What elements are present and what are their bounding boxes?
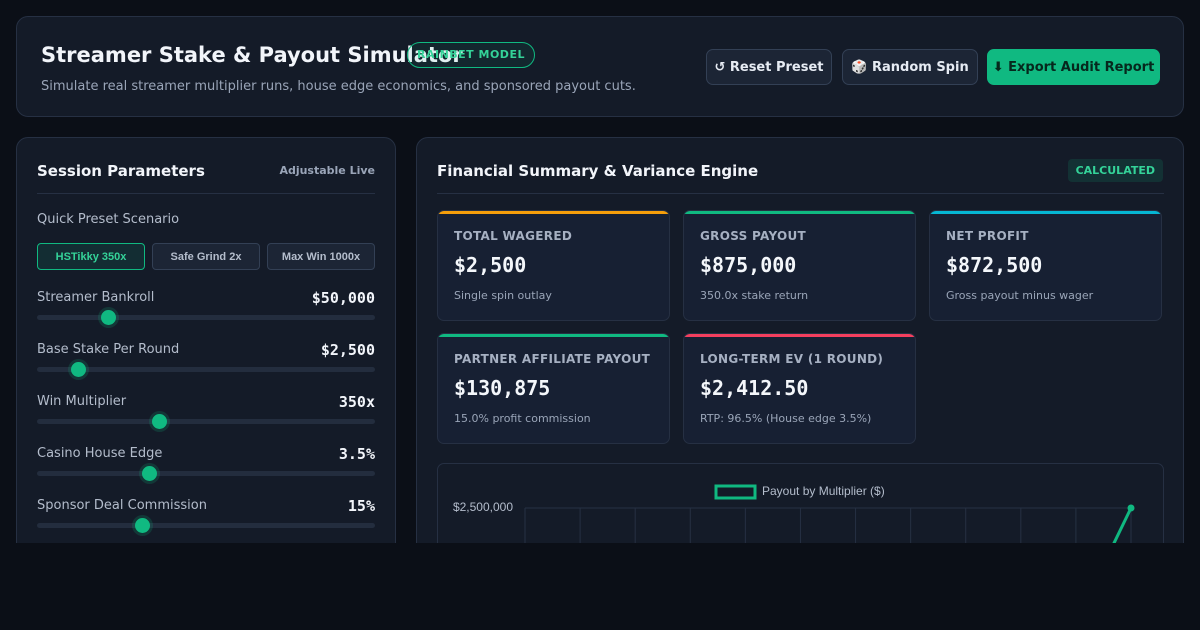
card-label: TOTAL WAGERED bbox=[454, 229, 573, 243]
card-subtext: Single spin outlay bbox=[454, 289, 552, 302]
header-panel: Streamer Stake & Payout Simulator RAINBE… bbox=[16, 16, 1184, 117]
calculated-tag: CALCULATED bbox=[1067, 159, 1163, 182]
preset-label-hstikky: HSTikky 350x bbox=[55, 250, 127, 263]
reset-preset-label: ↺ Reset Preset bbox=[714, 59, 824, 75]
legend-label: Payout by Multiplier ($) bbox=[762, 484, 885, 498]
reset-preset-button[interactable]: ↺ Reset Preset bbox=[706, 49, 832, 85]
export-audit-report-label: ⬇ Export Audit Report bbox=[992, 59, 1155, 75]
card-accent-stripe bbox=[684, 334, 915, 337]
card-value: $875,000 bbox=[700, 253, 797, 277]
card-value: $130,875 bbox=[454, 376, 551, 400]
param-label: Streamer Bankroll bbox=[37, 290, 155, 305]
slider-track[interactable] bbox=[37, 471, 375, 476]
param-label: Sponsor Deal Commission bbox=[37, 498, 207, 513]
param-label: Win Multiplier bbox=[37, 394, 127, 409]
card-total-wagered: TOTAL WAGERED $2,500 Single spin outlay bbox=[437, 210, 670, 321]
card-subtext: 350.0x stake return bbox=[700, 289, 809, 302]
legend-swatch bbox=[714, 484, 757, 500]
param-value: $50,000 bbox=[311, 289, 375, 307]
param-win-multiplier: Win Multiplier 350x bbox=[37, 393, 375, 434]
param-streamer-bankroll: Streamer Bankroll $50,000 bbox=[37, 289, 375, 330]
card-partner-affiliate-payout: PARTNER AFFILIATE PAYOUT $130,875 15.0% … bbox=[437, 333, 670, 444]
card-net-profit: NET PROFIT $872,500 Gross payout minus w… bbox=[929, 210, 1162, 321]
param-value: $2,500 bbox=[320, 341, 375, 359]
param-value: 3.5% bbox=[338, 445, 375, 463]
card-label: GROSS PAYOUT bbox=[700, 229, 807, 243]
slider-thumb[interactable] bbox=[100, 310, 116, 325]
preset-label-safe-grind: Safe Grind 2x bbox=[170, 250, 242, 263]
param-label: Base Stake Per Round bbox=[37, 342, 180, 357]
series-line bbox=[1111, 507, 1133, 546]
adjustable-live-tag: Adjustable Live bbox=[279, 164, 375, 177]
card-subtext: RTP: 96.5% (House edge 3.5%) bbox=[700, 412, 872, 425]
card-subtext: Gross payout minus wager bbox=[946, 289, 1094, 302]
slider-track[interactable] bbox=[37, 315, 375, 320]
slider-thumb[interactable] bbox=[141, 466, 157, 481]
card-accent-stripe bbox=[438, 211, 669, 214]
page-title: Streamer Stake & Payout Simulator bbox=[41, 43, 463, 67]
card-accent-stripe bbox=[930, 211, 1161, 214]
model-badge: RAINBET MODEL bbox=[407, 42, 535, 68]
page-bottom-background bbox=[0, 543, 1200, 630]
slider-thumb[interactable] bbox=[151, 414, 167, 429]
financial-summary-panel: Financial Summary & Variance Engine CALC… bbox=[416, 137, 1184, 573]
card-accent-stripe bbox=[438, 334, 669, 337]
random-spin-label: 🎲 Random Spin bbox=[851, 59, 969, 75]
preset-button-hstikky[interactable]: HSTikky 350x bbox=[37, 243, 145, 270]
data-point bbox=[1127, 504, 1135, 512]
param-sponsor-commission: Sponsor Deal Commission 15% bbox=[37, 497, 375, 538]
preset-button-safe-grind[interactable]: Safe Grind 2x bbox=[152, 243, 260, 270]
card-subtext: 15.0% profit commission bbox=[454, 412, 591, 425]
param-value: 15% bbox=[347, 497, 375, 515]
card-label: PARTNER AFFILIATE PAYOUT bbox=[454, 352, 651, 366]
export-audit-report-button[interactable]: ⬇ Export Audit Report bbox=[987, 49, 1160, 85]
financial-summary-title: Financial Summary & Variance Engine bbox=[437, 162, 759, 180]
y-tick-label: $2,500,000 bbox=[453, 500, 513, 514]
card-label: NET PROFIT bbox=[946, 229, 1029, 243]
session-parameters-title: Session Parameters bbox=[37, 162, 205, 180]
slider-thumb[interactable] bbox=[70, 362, 86, 377]
card-value: $872,500 bbox=[946, 253, 1043, 277]
slider-track[interactable] bbox=[37, 419, 375, 424]
preset-button-max-win[interactable]: Max Win 1000x bbox=[267, 243, 375, 270]
panel-divider bbox=[437, 193, 1164, 194]
panel-divider bbox=[37, 193, 375, 194]
slider-track[interactable] bbox=[37, 523, 375, 528]
slider-thumb[interactable] bbox=[134, 518, 150, 533]
param-house-edge: Casino House Edge 3.5% bbox=[37, 445, 375, 486]
card-value: $2,500 bbox=[454, 253, 527, 277]
card-long-term-ev: LONG-TERM EV (1 ROUND) $2,412.50 RTP: 96… bbox=[683, 333, 916, 444]
card-accent-stripe bbox=[684, 211, 915, 214]
session-parameters-panel: Session Parameters Adjustable Live Quick… bbox=[16, 137, 396, 557]
preset-label-max-win: Max Win 1000x bbox=[281, 250, 361, 263]
slider-track[interactable] bbox=[37, 367, 375, 372]
page-subtitle: Simulate real streamer multiplier runs, … bbox=[41, 79, 636, 94]
card-gross-payout: GROSS PAYOUT $875,000 350.0x stake retur… bbox=[683, 210, 916, 321]
payout-chart-svg: Payout by Multiplier ($) $2,500,000 bbox=[453, 484, 1135, 572]
preset-label: Quick Preset Scenario bbox=[37, 212, 180, 227]
random-spin-button[interactable]: 🎲 Random Spin bbox=[842, 49, 978, 85]
param-value: 350x bbox=[338, 393, 375, 411]
card-value: $2,412.50 bbox=[700, 376, 809, 400]
param-base-stake: Base Stake Per Round $2,500 bbox=[37, 341, 375, 382]
param-label: Casino House Edge bbox=[37, 446, 163, 461]
card-label: LONG-TERM EV (1 ROUND) bbox=[700, 352, 884, 366]
